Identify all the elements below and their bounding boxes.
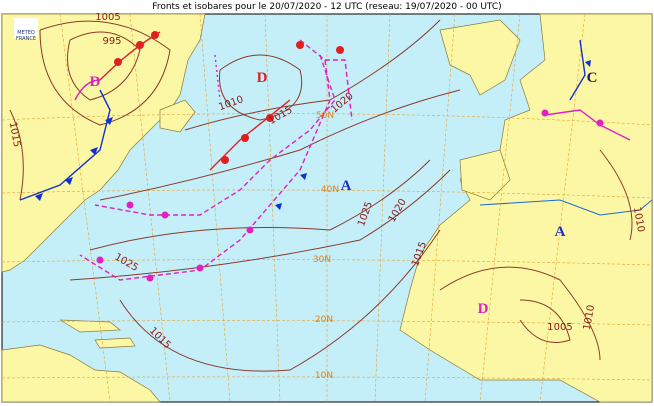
- british-isles: [439, 19, 521, 96]
- isobar-label: 995: [102, 36, 121, 47]
- south-america: [1, 344, 161, 403]
- latitude-label: 40N: [321, 185, 339, 195]
- europe-cold-front: [569, 39, 586, 101]
- newfoundland: [159, 99, 196, 133]
- occluded-front-2: [325, 59, 353, 121]
- warm-front-2: [209, 99, 291, 171]
- pressure-center: D: [90, 74, 101, 90]
- quasi-front: [94, 54, 336, 216]
- isobar-label: 1010: [631, 206, 646, 233]
- stationary-front: [79, 39, 331, 281]
- occluded-symbols: [96, 109, 604, 282]
- isobar-label: 1005: [547, 322, 572, 333]
- graticule: [1, 13, 653, 403]
- occluded-front: [74, 79, 101, 101]
- pressure-center: C: [587, 70, 598, 86]
- pressure-center: A: [555, 224, 566, 240]
- pressure-center: A: [341, 178, 352, 194]
- latitude-label: 10N: [315, 371, 333, 381]
- land: [1, 13, 653, 403]
- isobar-label: 1015: [7, 121, 22, 148]
- europe-front: [544, 109, 631, 141]
- warm-symbols: [114, 31, 344, 164]
- latitude-label: 30N: [313, 255, 331, 265]
- mediterranean-coast: [479, 199, 653, 216]
- iberia: [459, 149, 511, 201]
- logo: METEO FRANCE: [14, 18, 38, 42]
- isobar-label: 1005: [95, 12, 120, 23]
- map-title: Fronts et isobares pour le 20/07/2020 - …: [152, 2, 501, 12]
- europe-africa: [399, 13, 653, 403]
- cold-front: [19, 89, 111, 201]
- latitude-label: 20N: [315, 315, 333, 325]
- logo-line: FRANCE: [16, 36, 36, 42]
- logo-box: [14, 18, 38, 38]
- logo-line: METEO: [17, 30, 35, 36]
- pressure-center: D: [478, 301, 489, 317]
- isobar-label: 1010: [582, 304, 597, 331]
- latitude-label: 50N: [316, 111, 334, 121]
- pressure-center: D: [257, 70, 268, 86]
